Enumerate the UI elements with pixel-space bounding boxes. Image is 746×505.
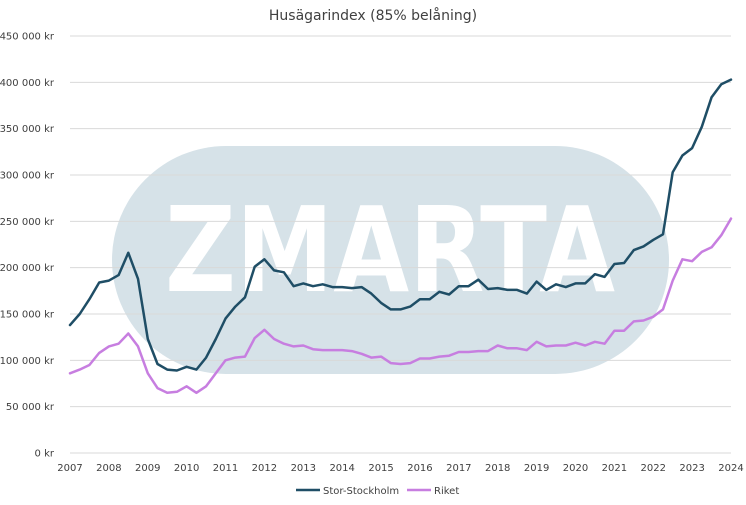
y-tick-label: 150 000 kr bbox=[0, 310, 55, 321]
x-tick-label: 2020 bbox=[563, 463, 588, 474]
chart-title: Husägarindex (85% belåning) bbox=[269, 7, 477, 24]
grid-lines bbox=[70, 35, 731, 454]
y-tick-label: 250 000 kr bbox=[0, 217, 55, 228]
x-tick-label: 2008 bbox=[96, 463, 121, 474]
watermark-background bbox=[112, 146, 669, 374]
y-tick-label: 0 kr bbox=[35, 449, 55, 460]
x-tick-label: 2016 bbox=[407, 463, 432, 474]
x-axis-tick-labels: 2007 2008 2009 2010 2011 2012 2013 2014 2015 2016… bbox=[57, 463, 743, 474]
x-tick-label: 2009 bbox=[135, 463, 160, 474]
watermark: ZMARTA bbox=[112, 146, 669, 374]
x-tick-label: 2014 bbox=[329, 463, 354, 474]
y-tick-label: 450 000 kr bbox=[0, 32, 55, 43]
series-lines bbox=[68, 78, 733, 395]
x-tick-label: 2018 bbox=[485, 463, 510, 474]
x-tick-label: 2017 bbox=[446, 463, 471, 474]
y-tick-label: 100 000 kr bbox=[0, 356, 55, 367]
y-tick-label: 400 000 kr bbox=[0, 78, 55, 89]
x-tick-label: 2024 bbox=[718, 463, 743, 474]
legend-label-riket: Riket bbox=[434, 486, 459, 497]
x-tick-label: 2010 bbox=[174, 463, 199, 474]
y-tick-label: 350 000 kr bbox=[0, 124, 55, 135]
y-axis-tick-labels: 0 kr 50 000 kr 100 000 kr 150 000 kr 200 000… bbox=[0, 32, 55, 460]
series-line-stor-stockholm bbox=[68, 78, 733, 372]
x-tick-label: 2013 bbox=[291, 463, 316, 474]
x-tick-label: 2021 bbox=[602, 463, 627, 474]
watermark-text: ZMARTA bbox=[165, 181, 615, 319]
x-tick-label: 2019 bbox=[524, 463, 549, 474]
legend: Stor-Stockholm Riket bbox=[296, 486, 459, 497]
x-tick-label: 2012 bbox=[252, 463, 277, 474]
x-tick-label: 2011 bbox=[213, 463, 238, 474]
x-tick-label: 2022 bbox=[641, 463, 666, 474]
x-tick-label: 2007 bbox=[57, 463, 82, 474]
y-tick-label: 300 000 kr bbox=[0, 171, 55, 182]
y-tick-label: 50 000 kr bbox=[6, 402, 55, 413]
legend-label-stor-stockholm: Stor-Stockholm bbox=[323, 486, 399, 497]
x-tick-label: 2015 bbox=[368, 463, 393, 474]
x-tick-label: 2023 bbox=[679, 463, 704, 474]
y-tick-label: 200 000 kr bbox=[0, 263, 55, 274]
series-line-riket bbox=[68, 217, 733, 395]
